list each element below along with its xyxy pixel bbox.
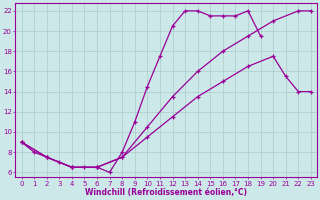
- X-axis label: Windchill (Refroidissement éolien,°C): Windchill (Refroidissement éolien,°C): [85, 188, 247, 197]
